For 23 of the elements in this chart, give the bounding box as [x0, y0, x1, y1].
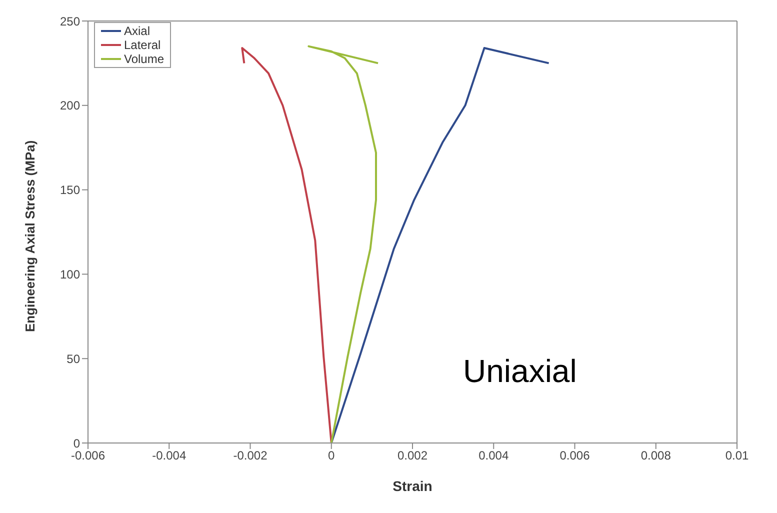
legend-label: Lateral	[124, 38, 161, 52]
y-tick-label: 0	[73, 436, 80, 450]
y-tick-label: 150	[60, 183, 80, 198]
y-axis-title: Engineering Axial Stress (MPa)	[22, 140, 38, 332]
legend-label: Volume	[124, 52, 164, 66]
x-tick-label: 0.002	[397, 448, 428, 463]
y-tick-label: 200	[60, 98, 80, 113]
y-tick-label: 250	[60, 14, 80, 28]
x-tick-label: 0.008	[640, 448, 672, 463]
x-tick-label: -0.002	[233, 448, 268, 463]
x-tick-label: -0.006	[70, 448, 106, 463]
y-tick-label: 100	[60, 267, 80, 282]
x-tick-label: 0	[328, 448, 336, 463]
x-tick-label: 0.006	[560, 448, 590, 463]
line-series	[241, 47, 332, 443]
x-tick-label: 0.004	[478, 448, 509, 463]
annotation: Uniaxial	[463, 353, 577, 390]
line-series	[308, 45, 380, 443]
x-axis-title: Strain	[392, 478, 432, 494]
y-tick-label: 50	[66, 352, 80, 366]
legend-label: Axial	[124, 24, 150, 38]
x-tick-label: -0.004	[152, 448, 186, 463]
x-tick-label: 0.01	[725, 448, 749, 463]
